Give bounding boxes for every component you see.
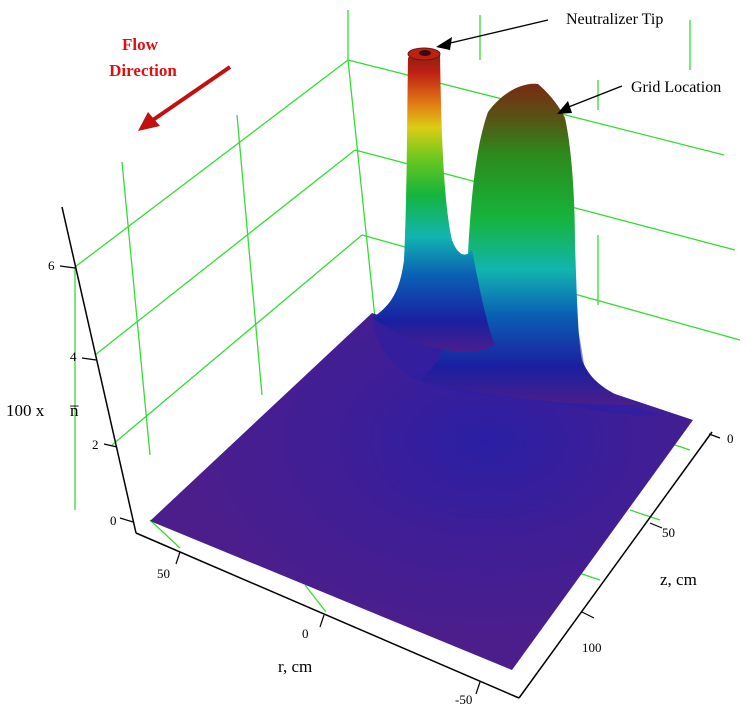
vertical-axis-ticks — [59, 265, 134, 523]
annotation-arrowhead — [557, 101, 572, 114]
r-tick-label: 50 — [157, 566, 170, 581]
flow-label-line2: Direction — [109, 61, 177, 80]
tick-mark — [708, 433, 721, 439]
tick-mark — [581, 611, 595, 619]
zc-tick-label: 0 — [727, 431, 734, 446]
grid-line — [236, 114, 263, 396]
z-axis-line — [518, 431, 713, 699]
annotation-arrowhead — [436, 37, 452, 50]
tick-mark — [59, 265, 76, 269]
r-tick-label: 0 — [302, 626, 309, 641]
grid-line — [121, 161, 151, 456]
grid-line — [74, 59, 349, 268]
z-axis-label: 100 x — [6, 401, 45, 420]
annotation-grid-location: Grid Location — [631, 79, 721, 96]
zc-tick-label: 100 — [582, 640, 602, 655]
tick-mark — [119, 517, 134, 523]
zc-tick-label: 50 — [662, 525, 675, 540]
flow-arrowhead — [138, 112, 160, 131]
r-axis-label: r, cm — [278, 657, 312, 676]
peak-tip-hole — [419, 50, 431, 56]
flow-arrow-shaft — [148, 65, 232, 124]
tick-mark — [319, 614, 325, 628]
grid-line — [94, 149, 356, 356]
z-tick-label: 2 — [92, 437, 99, 452]
annotation-arrow-neutralizer — [445, 19, 549, 45]
r-tick-label: -50 — [455, 692, 472, 704]
surface-peak-neutralizer — [372, 48, 495, 352]
tick-mark — [81, 357, 97, 361]
axes — [61, 206, 713, 699]
grid-line — [347, 59, 376, 319]
tick-mark — [175, 551, 181, 565]
r-axis-ticks — [175, 551, 481, 695]
grid-line — [629, 509, 661, 521]
z-tick-label: 4 — [70, 349, 77, 364]
zc-axis-label: z, cm — [660, 570, 697, 589]
z-axis-label-symbol: n̅ — [69, 401, 79, 420]
grid-line — [149, 519, 181, 549]
vertical-axis-line — [61, 206, 137, 534]
z-tick-label: 6 — [48, 258, 55, 273]
z-tick-label: 0 — [110, 513, 117, 528]
annotation-arrow-grid — [565, 85, 623, 109]
grid-line — [111, 234, 363, 446]
tick-mark — [103, 443, 118, 448]
tick-mark — [475, 681, 481, 695]
zc-axis-ticks — [581, 433, 721, 619]
annotation-neutralizer-tip: Neutralizer Tip — [566, 11, 663, 28]
flow-label-line1: Flow — [122, 35, 159, 54]
r-axis-line — [135, 532, 520, 699]
grid-line — [304, 584, 327, 613]
tick-mark — [649, 522, 663, 529]
